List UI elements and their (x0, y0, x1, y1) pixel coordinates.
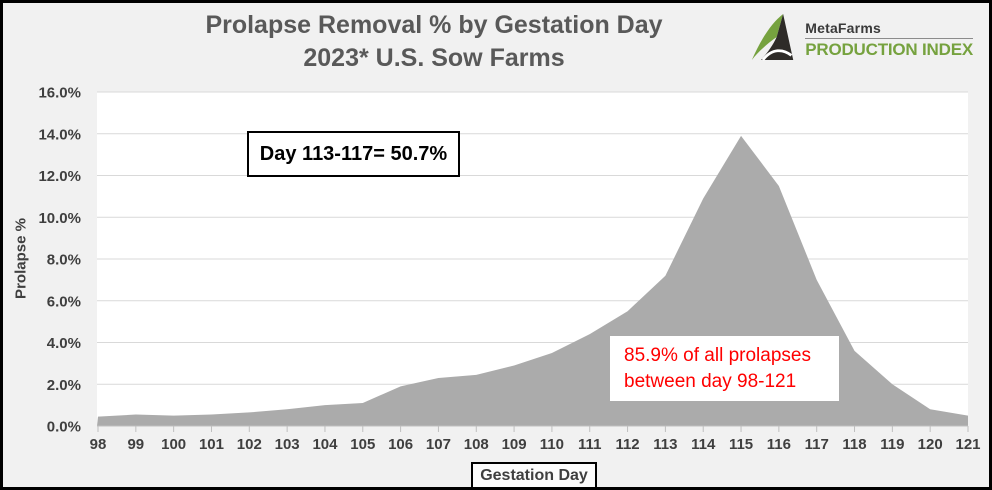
logo-brand-label: MetaFarms (805, 19, 881, 36)
chart-title-line1: Prolapse Removal % by Gestation Day (205, 11, 663, 39)
y-tick-label: 16.0% (38, 85, 81, 102)
y-tick-label: 10.0% (38, 210, 81, 227)
chart-title-line2: 2023* U.S. Sow Farms (303, 44, 565, 72)
x-tick-label: 101 (199, 436, 224, 453)
x-axis-labels: 98 99 100 101 102 103 104 105 106 107 108 109 110 111… (90, 436, 981, 453)
x-tick-label: 115 (729, 436, 753, 453)
x-axis-title-box: Gestation Day (471, 462, 597, 487)
x-tick-label: 116 (767, 436, 791, 453)
x-tick-label: 107 (426, 436, 451, 453)
metafarms-logo-icon (750, 12, 796, 67)
x-tick-label: 102 (237, 436, 262, 453)
y-tick-label: 4.0% (47, 335, 81, 352)
logo-divider (805, 37, 973, 39)
metafarms-logo: MetaFarms PRODUCTION INDEX (750, 12, 973, 67)
y-axis-labels: 0.0% 2.0% 4.0% 6.0% 8.0% 10.0% 12.0% 14.0% 16.0% (38, 85, 81, 436)
x-tick-label: 117 (805, 436, 829, 453)
x-axis-title-label: Gestation Day (480, 467, 588, 484)
annotation-range-line2: between day 98-121 (624, 371, 797, 392)
x-tick-label: 111 (578, 436, 601, 453)
x-tick-label: 100 (161, 436, 186, 453)
metafarms-logo-text: MetaFarms PRODUCTION INDEX (805, 20, 973, 60)
x-tick-label: 99 (127, 436, 144, 453)
y-axis-title: Prolapse % (12, 218, 30, 299)
x-tick-label: 106 (388, 436, 413, 453)
y-tick-label: 6.0% (47, 293, 81, 310)
logo-product-label: PRODUCTION INDEX (805, 39, 973, 59)
y-tick-label: 2.0% (47, 377, 81, 394)
x-tick-label: 105 (350, 436, 375, 453)
x-tick-label: 118 (842, 436, 866, 453)
x-tick-label: 110 (540, 436, 564, 453)
y-tick-label: 0.0% (47, 419, 81, 436)
x-tick-label: 113 (653, 436, 677, 453)
x-tick-label: 103 (275, 436, 300, 453)
x-tick-label: 119 (880, 436, 904, 453)
x-tick-label: 114 (691, 436, 716, 453)
annotation-range-line1: 85.9% of all prolapses (624, 345, 811, 366)
x-tick-label: 108 (464, 436, 489, 453)
annotation-day-113-117: Day 113-117= 50.7% (247, 131, 460, 177)
x-tick-label: 109 (502, 436, 527, 453)
chart-title: Prolapse Removal % by Gestation Day 2023… (3, 9, 865, 75)
area-chart: 0.0% 2.0% 4.0% 6.0% 8.0% 10.0% 12.0% 14.0% 16.0%… (38, 85, 981, 454)
x-tick-label: 112 (615, 436, 639, 453)
x-tick-label: 121 (955, 436, 980, 453)
annotation-range-98-121: 85.9% of all prolapses between day 98-12… (610, 336, 839, 401)
y-tick-label: 14.0% (38, 126, 81, 143)
annotation-day-113-117-text: Day 113-117= 50.7% (259, 143, 448, 165)
x-axis (97, 425, 969, 432)
x-tick-label: 98 (90, 436, 107, 453)
y-tick-label: 12.0% (38, 168, 81, 185)
y-tick-label: 8.0% (47, 252, 81, 269)
x-tick-label: 104 (312, 436, 338, 453)
x-tick-label: 120 (918, 436, 943, 453)
